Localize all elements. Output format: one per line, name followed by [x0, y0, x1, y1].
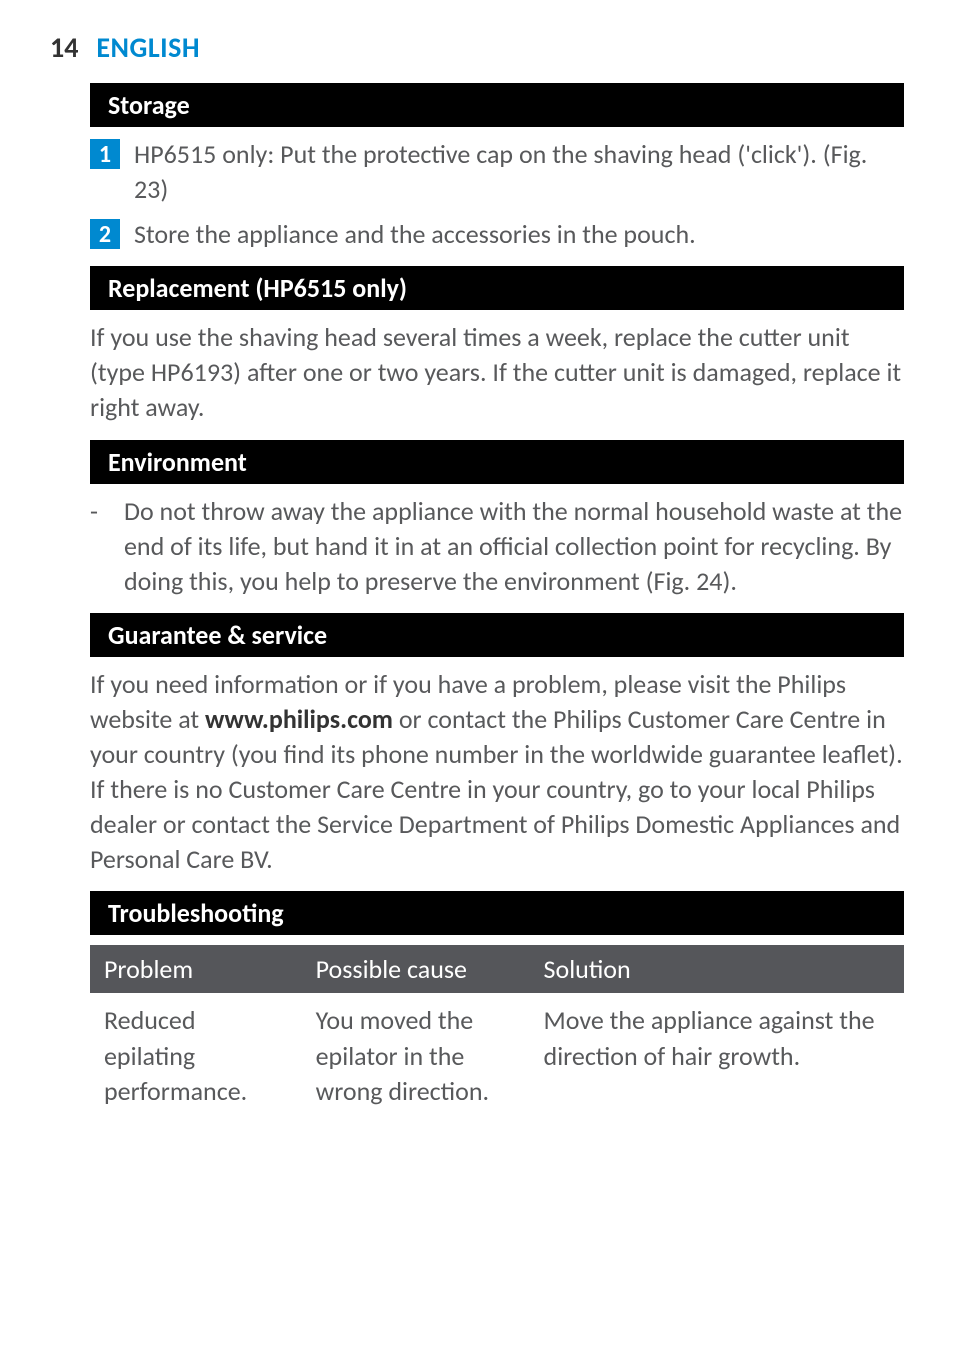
- page-number: 14: [50, 30, 78, 65]
- troubleshooting-table: Problem Possible cause Solution Reduced …: [90, 945, 904, 1118]
- table-row: Reduced epilating performance. You moved…: [90, 993, 904, 1118]
- section-title-environment: Environment: [90, 440, 904, 484]
- col-header-problem: Problem: [90, 945, 302, 993]
- section-title-storage: Storage: [90, 83, 904, 127]
- step-number-box: 2: [90, 219, 120, 249]
- col-header-cause: Possible cause: [302, 945, 530, 993]
- section-title-replacement: Replacement (HP6515 only): [90, 266, 904, 310]
- step-text: Store the appliance and the accessories …: [134, 217, 696, 252]
- step-row: 2 Store the appliance and the accessorie…: [90, 217, 904, 252]
- table-header-row: Problem Possible cause Solution: [90, 945, 904, 993]
- environment-text: Do not throw away the appliance with the…: [124, 494, 904, 599]
- replacement-body: If you use the shaving head several time…: [90, 320, 904, 425]
- col-header-solution: Solution: [530, 945, 904, 993]
- environment-bullet: - Do not throw away the appliance with t…: [90, 494, 904, 599]
- cell-problem: Reduced epilating performance.: [90, 993, 302, 1118]
- guarantee-link-text: www.philips.com: [205, 703, 393, 735]
- page-language: ENGLISH: [96, 30, 200, 65]
- step-number-box: 1: [90, 139, 120, 169]
- guarantee-body: If you need information or if you have a…: [90, 667, 904, 878]
- step-row: 1 HP6515 only: Put the protective cap on…: [90, 137, 904, 207]
- step-text: HP6515 only: Put the protective cap on t…: [134, 137, 904, 207]
- section-title-guarantee: Guarantee & service: [90, 613, 904, 657]
- cell-solution: Move the appliance against the direction…: [530, 993, 904, 1118]
- section-title-troubleshooting: Troubleshooting: [90, 891, 904, 935]
- page-header: 14 ENGLISH: [50, 30, 904, 65]
- cell-cause: You moved the epilator in the wrong dire…: [302, 993, 530, 1118]
- bullet-dash: -: [90, 495, 98, 527]
